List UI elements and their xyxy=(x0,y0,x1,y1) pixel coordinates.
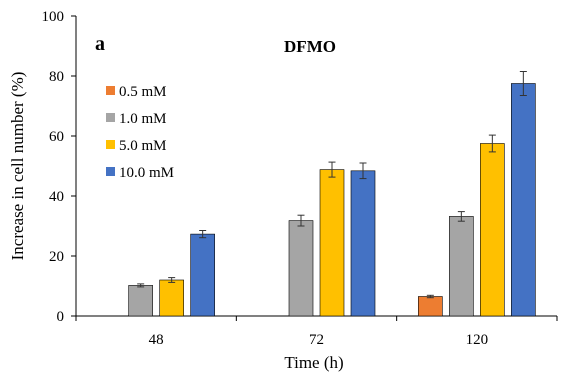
bar xyxy=(350,170,376,317)
error-bar xyxy=(488,134,496,153)
error-bar xyxy=(199,230,207,239)
error-bar xyxy=(137,283,145,288)
error-bar xyxy=(297,214,305,227)
x-tick-label: 48 xyxy=(149,332,164,348)
legend-swatch xyxy=(106,86,115,95)
bar xyxy=(418,296,443,317)
legend-label: 5.0 mM xyxy=(119,138,167,154)
bars xyxy=(128,83,536,317)
bar xyxy=(190,233,215,317)
legend-swatch xyxy=(106,167,115,176)
y-tick-label: 100 xyxy=(42,9,65,25)
y-tick-label: 80 xyxy=(49,69,64,85)
y-tick-label: 0 xyxy=(57,309,65,325)
panel-label: a xyxy=(95,33,105,55)
error-bar xyxy=(426,294,434,299)
x-axis-title: Time (h) xyxy=(284,353,343,372)
bar xyxy=(128,285,153,317)
legend-label: 10.0 mM xyxy=(119,165,174,181)
legend-label: 1.0 mM xyxy=(119,111,167,127)
bar xyxy=(449,216,474,317)
error-bar xyxy=(168,277,176,283)
chart-title: DFMO xyxy=(284,37,336,56)
x-tick-label: 120 xyxy=(466,332,489,348)
y-ticks: 0 20 40 60 80 100 xyxy=(42,9,76,325)
bar xyxy=(319,169,345,317)
error-bar xyxy=(328,161,336,178)
error-bars xyxy=(137,71,527,299)
bar xyxy=(480,143,505,317)
axes xyxy=(75,16,557,317)
error-bar xyxy=(359,162,367,180)
bar xyxy=(511,83,536,317)
bar xyxy=(159,279,184,317)
bar xyxy=(288,220,314,317)
x-tick-label: 72 xyxy=(309,332,324,348)
y-axis-title: Increase in cell number (%) xyxy=(8,72,27,261)
x-ticks: 48 72 120 xyxy=(75,316,558,348)
legend-swatch xyxy=(106,140,115,149)
y-tick-label: 60 xyxy=(49,129,64,145)
legend-label: 0.5 mM xyxy=(119,84,167,100)
error-bar xyxy=(457,211,465,222)
legend-swatch xyxy=(106,113,115,122)
legend: 0.5 mM 1.0 mM 5.0 mM 10.0 mM xyxy=(106,84,174,181)
y-tick-label: 20 xyxy=(49,249,64,265)
error-bar xyxy=(519,71,527,96)
y-tick-label: 40 xyxy=(49,189,64,205)
